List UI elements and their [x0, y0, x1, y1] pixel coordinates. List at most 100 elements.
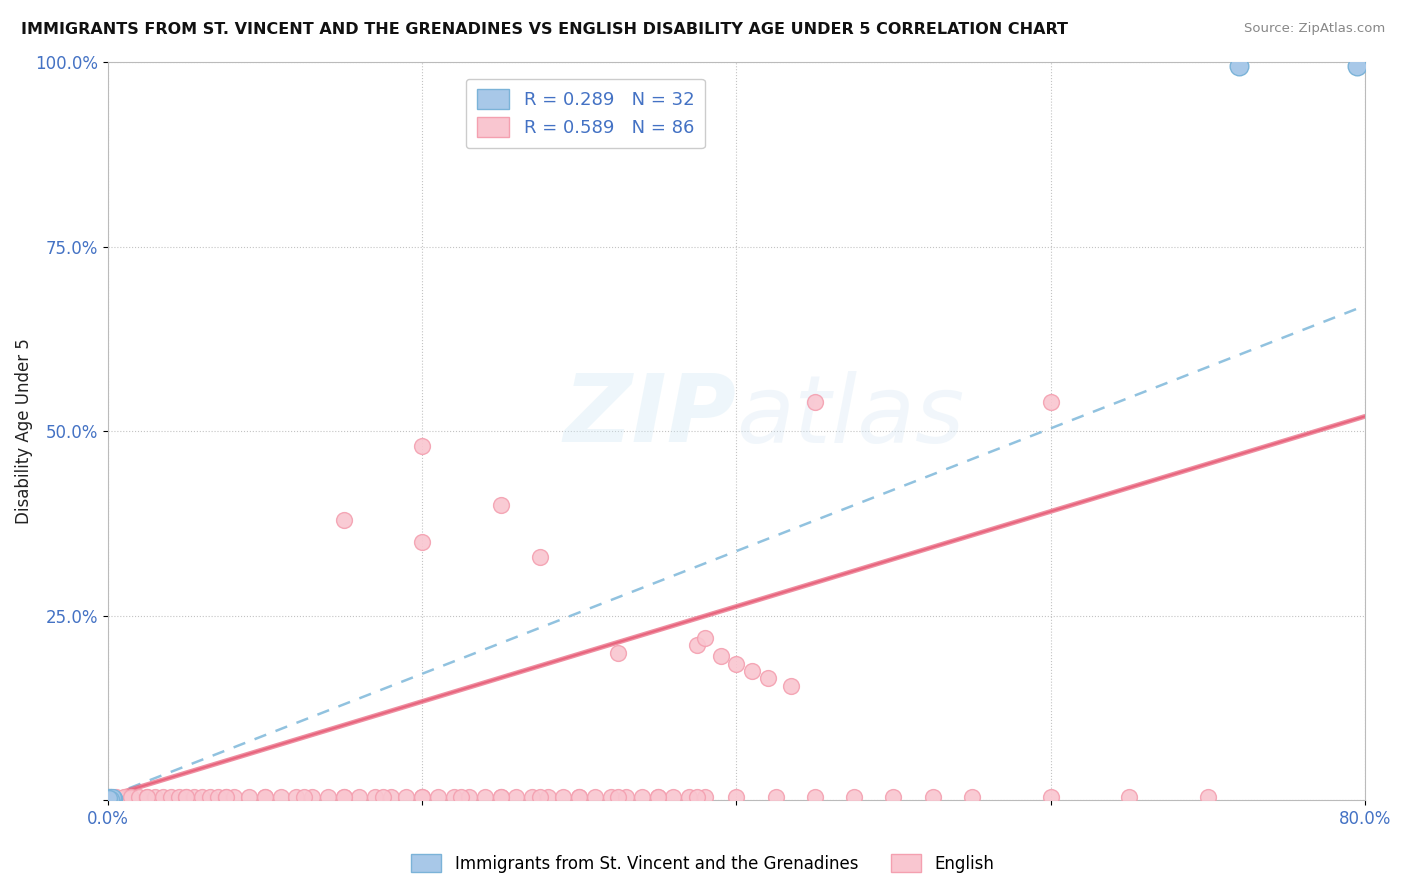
Point [371, 790, 394, 805]
Point [101, 791, 124, 805]
Point [100, 791, 122, 805]
Point [725, 657, 748, 671]
Point [568, 789, 591, 804]
Point [614, 790, 637, 805]
Point [1118, 789, 1140, 804]
Point [693, 631, 716, 645]
Point [101, 791, 124, 805]
Point [411, 789, 433, 804]
Point [364, 790, 387, 805]
Point [136, 790, 159, 805]
Point [167, 790, 190, 805]
Point [686, 790, 709, 805]
Point [1346, 59, 1368, 73]
Point [103, 791, 125, 805]
Point [104, 790, 127, 805]
Point [844, 790, 866, 805]
Point [120, 790, 142, 805]
Point [607, 646, 630, 660]
Point [100, 791, 122, 805]
Point [183, 790, 205, 805]
Point [332, 789, 354, 804]
Point [599, 789, 621, 804]
Point [1197, 790, 1219, 805]
Point [686, 638, 709, 652]
Point [804, 394, 827, 409]
Point [100, 791, 122, 805]
Point [411, 439, 433, 453]
Point [332, 513, 354, 527]
Text: atlas: atlas [737, 371, 965, 462]
Point [553, 790, 575, 805]
Point [103, 791, 125, 805]
Point [529, 549, 551, 564]
Point [98, 790, 121, 805]
Point [631, 789, 654, 804]
Point [100, 791, 122, 805]
Point [411, 789, 433, 804]
Point [505, 789, 527, 804]
Point [489, 498, 512, 512]
Point [128, 789, 150, 804]
Point [101, 791, 124, 805]
Point [804, 789, 827, 804]
Point [647, 790, 669, 805]
Point [136, 790, 159, 805]
Point [101, 791, 124, 805]
Point [101, 791, 124, 805]
Point [143, 789, 166, 804]
Point [316, 789, 339, 804]
Point [152, 790, 174, 805]
Point [253, 789, 276, 804]
Point [98, 790, 121, 805]
Point [100, 790, 122, 805]
Point [103, 791, 125, 805]
Point [780, 679, 803, 693]
Point [678, 790, 700, 805]
Point [285, 789, 308, 804]
Point [474, 789, 496, 804]
Point [520, 790, 543, 805]
Point [100, 790, 122, 805]
Point [395, 790, 418, 805]
Point [207, 789, 229, 804]
Point [100, 791, 122, 805]
Point [215, 790, 238, 805]
Point [159, 789, 181, 804]
Point [100, 791, 122, 805]
Point [1039, 394, 1062, 409]
Point [458, 790, 481, 805]
Point [921, 790, 943, 805]
Point [756, 672, 779, 686]
Point [489, 789, 512, 804]
Point [100, 791, 122, 805]
Point [215, 790, 238, 805]
Point [101, 791, 124, 805]
Point [741, 664, 763, 678]
Point [301, 790, 323, 805]
Point [583, 790, 606, 805]
Point [450, 790, 472, 805]
Point [198, 790, 221, 805]
Point [537, 789, 560, 804]
Point [98, 791, 121, 805]
Point [101, 790, 124, 805]
Point [332, 790, 354, 805]
Point [662, 789, 685, 804]
Point [191, 789, 214, 804]
Point [411, 535, 433, 549]
Point [100, 791, 122, 805]
Point [529, 790, 551, 805]
Point [380, 789, 402, 804]
Text: IMMIGRANTS FROM ST. VINCENT AND THE GRENADINES VS ENGLISH DISABILITY AGE UNDER 5: IMMIGRANTS FROM ST. VINCENT AND THE GREN… [21, 22, 1069, 37]
Text: Source: ZipAtlas.com: Source: ZipAtlas.com [1244, 22, 1385, 36]
Point [693, 789, 716, 804]
Point [98, 791, 121, 805]
Text: ZIP: ZIP [564, 370, 737, 462]
Point [98, 791, 121, 805]
Point [222, 789, 245, 804]
Point [112, 789, 135, 804]
Point [710, 649, 733, 664]
Point [270, 790, 292, 805]
Point [98, 791, 121, 805]
